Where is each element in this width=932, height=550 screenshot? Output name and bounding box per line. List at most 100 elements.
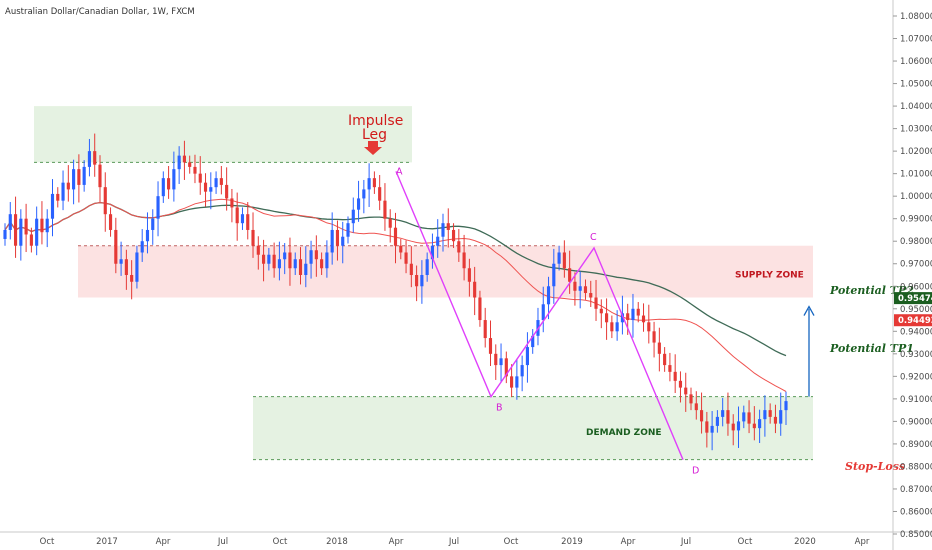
candle-body <box>657 342 661 354</box>
candle-body <box>72 169 76 190</box>
price-badge <box>894 314 932 327</box>
candle-body <box>40 218 44 233</box>
candle-body <box>467 268 471 282</box>
candle-body <box>441 223 445 237</box>
candle-body <box>531 335 535 348</box>
candle-body <box>594 297 598 309</box>
candle-body <box>557 252 561 264</box>
candle-body <box>103 187 107 215</box>
candle-body <box>552 263 556 287</box>
candlestick-series <box>3 133 788 451</box>
candle-body <box>705 421 709 433</box>
x-tick-label: 2017 <box>96 537 118 547</box>
candle-body <box>177 155 181 170</box>
y-tick-label: 1.03000 <box>900 125 932 135</box>
candle-body <box>462 252 466 269</box>
x-tick-label: Oct <box>504 537 519 547</box>
candle-body <box>589 293 593 298</box>
candle-body <box>663 353 667 366</box>
impulse-leg-label-line2: Leg <box>362 127 387 143</box>
candle-body <box>647 322 651 332</box>
candle-body <box>156 196 160 219</box>
y-tick-label: 1.08000 <box>900 12 932 22</box>
candle-body <box>93 151 97 165</box>
price-badge <box>894 292 932 305</box>
candle-body <box>546 286 551 305</box>
y-tick-label: 0.97000 <box>900 260 932 270</box>
candle-body <box>214 178 218 188</box>
y-tick-label: 0.89000 <box>900 440 932 450</box>
candle-body <box>130 275 134 282</box>
candle-body <box>684 387 688 395</box>
candle-body <box>251 229 255 246</box>
price-badge-label: 0.94492 <box>898 316 932 326</box>
candle-body <box>399 245 403 253</box>
point-c-label: C <box>590 232 597 243</box>
candle-body <box>351 209 355 224</box>
y-tick-label: 1.04000 <box>900 102 932 112</box>
candle-body <box>124 259 128 275</box>
candle-body <box>272 254 276 269</box>
y-tick-label: 0.99000 <box>900 215 932 225</box>
candle-body <box>610 322 614 332</box>
candle-body <box>626 313 630 321</box>
candle-body <box>98 164 102 188</box>
candle-body <box>341 236 345 246</box>
candle-body <box>652 331 656 343</box>
candle-body <box>87 151 92 167</box>
candle-body <box>573 281 577 291</box>
y-tick-label: 1.01000 <box>900 170 932 180</box>
candle-body <box>140 241 144 253</box>
candle-body <box>383 200 387 219</box>
y-tick-label: 1.00000 <box>900 192 932 202</box>
y-tick-label: 0.93000 <box>900 350 932 360</box>
candle-body <box>520 365 524 377</box>
candle-body <box>494 353 498 366</box>
candle-body <box>515 376 519 388</box>
candle-body <box>731 423 735 431</box>
candle-body <box>304 263 308 275</box>
abcd-pattern-line <box>395 171 684 460</box>
candle-body <box>768 410 772 417</box>
chart-title: Australian Dollar/Canadian Dollar, 1W, F… <box>5 7 195 17</box>
x-tick-label: Oct <box>738 537 753 547</box>
y-tick-label: 0.86000 <box>900 507 932 517</box>
candle-body <box>425 259 429 275</box>
y-axis-ticks: 1.08000 1.07000 1.06000 1.05000 1.04000 1.030… <box>893 12 932 540</box>
candle-body <box>119 259 123 264</box>
y-tick-label: 0.94000 <box>900 327 932 337</box>
candle-body <box>758 419 762 429</box>
demand-zone-box <box>253 396 813 460</box>
candle-body <box>583 286 588 294</box>
candle-body <box>367 178 371 190</box>
candle-body <box>56 193 60 201</box>
point-b-label: B <box>496 403 503 414</box>
candle-body <box>335 229 340 246</box>
candle-body <box>451 229 456 242</box>
candle-body <box>3 229 7 239</box>
candle-body <box>314 250 318 260</box>
candle-body <box>356 198 361 210</box>
candle-body <box>267 254 271 264</box>
y-tick-label: 0.96000 <box>900 282 932 292</box>
candle-body <box>668 365 672 372</box>
candle-body <box>699 410 704 422</box>
candle-body <box>525 347 529 366</box>
candle-body <box>230 198 234 208</box>
y-tick-label: 1.06000 <box>900 57 932 67</box>
candle-body <box>541 304 545 321</box>
y-tick-label: 0.88000 <box>900 462 932 472</box>
candle-body <box>161 178 165 197</box>
x-tick-label: Apr <box>621 537 636 547</box>
candle-body <box>346 223 350 237</box>
candle-body <box>256 245 260 255</box>
candle-body <box>298 259 303 275</box>
x-tick-label: Oct <box>273 537 288 547</box>
candle-body <box>198 173 202 183</box>
y-tick-label: 0.98000 <box>900 237 932 247</box>
candle-body <box>694 403 698 411</box>
point-a-label: A <box>396 166 403 177</box>
candle-body <box>773 416 778 424</box>
up-arrow-icon <box>803 305 815 316</box>
